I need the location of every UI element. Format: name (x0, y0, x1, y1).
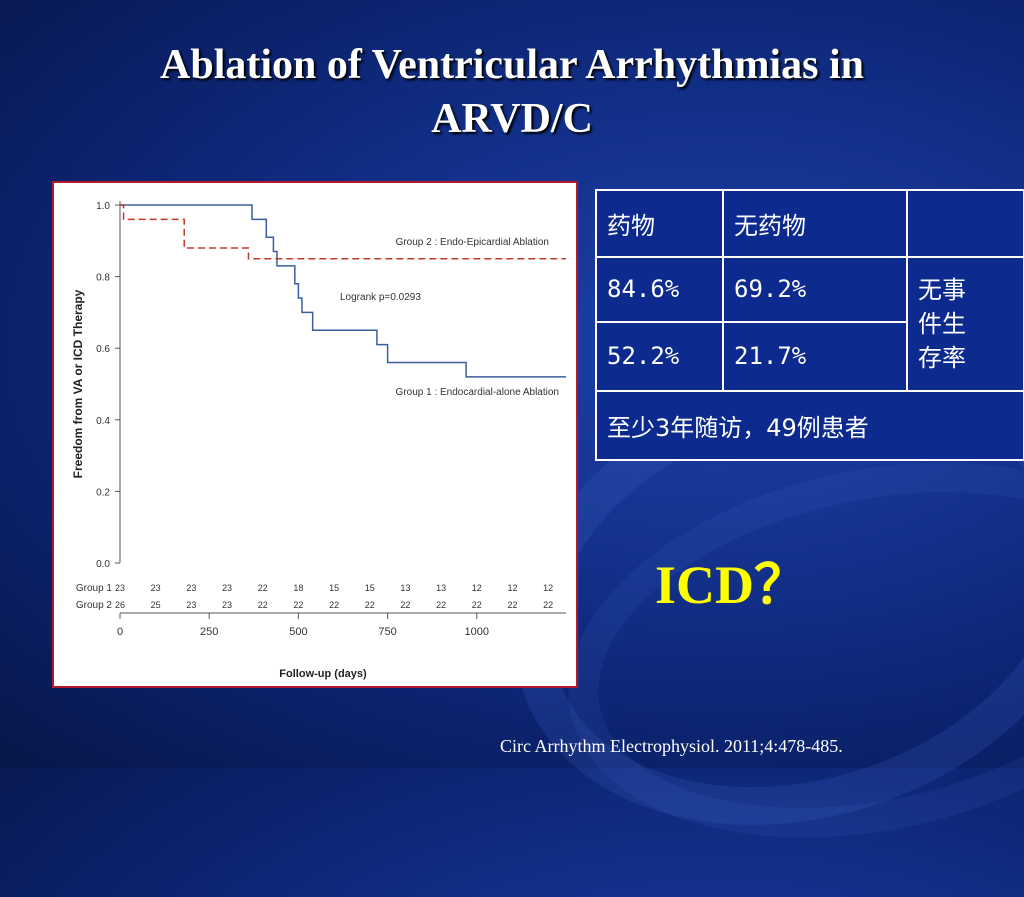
risk-count: 22 (293, 600, 303, 610)
logrank-annotation: Logrank p=0.0293 (340, 292, 421, 303)
risk-count: 25 (151, 600, 161, 610)
risk-count: 12 (543, 583, 553, 593)
risk-count: 22 (436, 600, 446, 610)
risk-count: 18 (293, 583, 303, 593)
table-header-row: 药物 无药物 (595, 189, 1024, 258)
risk-count: 22 (258, 583, 268, 593)
table-row: 52.2% 21.7% (595, 320, 1024, 392)
x-axis-label: Follow-up (days) (279, 668, 367, 680)
risk-count: 22 (329, 600, 339, 610)
risk-count: 23 (222, 583, 232, 593)
x-tick-label: 0 (117, 626, 123, 638)
y-axis-label: Freedom from VA or ICD Therapy (71, 289, 85, 478)
risk-count: 23 (151, 583, 161, 593)
risk-count: 12 (472, 583, 482, 593)
x-tick-label: 750 (378, 626, 396, 638)
km-chart: 0.0 0.2 0.4 0.6 0.8 1.0 Freedom from VA or ICD… (71, 201, 566, 680)
risk-count: 13 (400, 583, 410, 593)
risk-count: 12 (507, 583, 517, 593)
x-tick-label: 1000 (465, 626, 489, 638)
y-tick-label: 0.8 (96, 273, 110, 284)
risk-count: 26 (115, 600, 125, 610)
cell-r1-no-drug: 69.2% (722, 255, 908, 323)
citation: Circ Arrhythm Electrophysiol. 2011;4:478… (500, 736, 843, 756)
x-tick-label: 500 (289, 626, 307, 638)
table-row: 84.6% 69.2% 无事 件生 存率 (595, 255, 1024, 392)
header-empty (906, 189, 1024, 258)
km-curve-group-1 (120, 204, 566, 378)
follow-up-note: 至少3年随访，49例患者 (595, 389, 1024, 462)
x-tick-label: 250 (200, 626, 218, 638)
table-footer-row: 至少3年随访，49例患者 (595, 389, 1024, 462)
risk-count: 22 (258, 600, 268, 610)
title-line-1: Ablation of Ventricular Arrhythmias in (160, 42, 864, 88)
risk-count: 13 (436, 583, 446, 593)
title-line-2: ARVD/C (431, 96, 593, 142)
y-tick-label: 0.6 (96, 344, 110, 355)
y-tick-label: 0.0 (96, 559, 110, 570)
km-chart-panel: 0.0 0.2 0.4 0.6 0.8 1.0 Freedom from VA or ICD… (52, 181, 578, 688)
survival-table: 药物 无药物 84.6% 69.2% 无事 件生 存率 52.2% 21.7% … (595, 189, 1024, 462)
series-label-group-2: Group 2 : Endo-Epicardial Ablation (396, 237, 549, 248)
risk-count: 22 (543, 600, 553, 610)
risk-count: 22 (472, 600, 482, 610)
event-free-survival-label: 无事 件生 存率 (906, 255, 1024, 392)
slide-title: Ablation of Ventricular Arrhythmias in A… (0, 38, 1024, 146)
risk-count: 15 (329, 583, 339, 593)
y-tick-label: 1.0 (96, 201, 110, 212)
icd-question: ICD？ (655, 555, 809, 615)
header-no-drug: 无药物 (722, 189, 908, 258)
cell-r1-drug: 84.6% (595, 255, 724, 323)
risk-count: 22 (365, 600, 375, 610)
risk-count: 23 (222, 600, 232, 610)
header-drug: 药物 (595, 189, 724, 258)
km-curve-group-2 (120, 204, 566, 260)
series-label-group-1: Group 1 : Endocardial-alone Ablation (396, 387, 559, 398)
label-line-3: 存率 (918, 343, 966, 372)
risk-row-label: Group 1 (76, 583, 113, 594)
risk-count: 22 (400, 600, 410, 610)
cell-r2-no-drug: 21.7% (722, 320, 908, 392)
risk-count: 22 (507, 600, 517, 610)
risk-count: 23 (186, 583, 196, 593)
y-tick-label: 0.2 (96, 487, 110, 498)
cell-r2-drug: 52.2% (595, 320, 724, 392)
y-tick-label: 0.4 (96, 416, 110, 427)
label-line-2: 件生 (918, 309, 966, 338)
risk-count: 23 (186, 600, 196, 610)
risk-row-label: Group 2 (76, 600, 113, 611)
risk-count: 15 (365, 583, 375, 593)
label-line-1: 无事 (918, 275, 966, 304)
risk-count: 23 (115, 583, 125, 593)
